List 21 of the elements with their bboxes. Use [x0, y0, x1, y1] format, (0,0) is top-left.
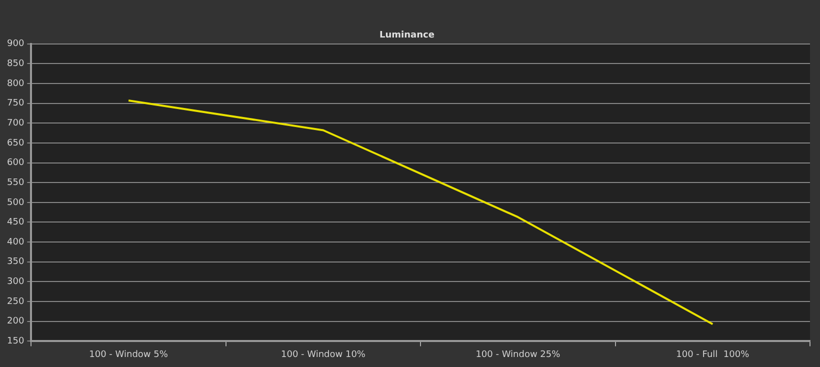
y-tick-label: 400 [6, 237, 24, 248]
y-tick-label: 850 [6, 58, 24, 69]
y-tick-label: 600 [6, 158, 24, 168]
y-tick-label: 650 [6, 138, 24, 148]
y-tick-label: 300 [6, 277, 24, 288]
y-tick-label: 500 [6, 198, 24, 208]
y-tick-label: 450 [6, 218, 24, 228]
y-tick-label: 800 [6, 78, 24, 89]
x-tick-label: 100 - Window 10% [280, 350, 366, 360]
chart-title: Luminance [380, 30, 434, 41]
y-tick-label: 750 [6, 98, 24, 109]
y-tick-label: 900 [6, 39, 24, 50]
y-tick-label: 250 [6, 296, 24, 307]
x-tick-label: 100 - Window 25% [476, 350, 561, 360]
y-tick-label: 350 [6, 257, 24, 268]
y-tick-label: 550 [6, 178, 24, 188]
y-tick-label: 700 [6, 118, 24, 128]
x-tick-label: 100 - Full 100% [676, 350, 750, 360]
y-tick-label: 150 [6, 336, 24, 347]
x-tick-label: 100 - Window 5% [89, 350, 168, 360]
y-tick-label: 200 [6, 316, 24, 327]
